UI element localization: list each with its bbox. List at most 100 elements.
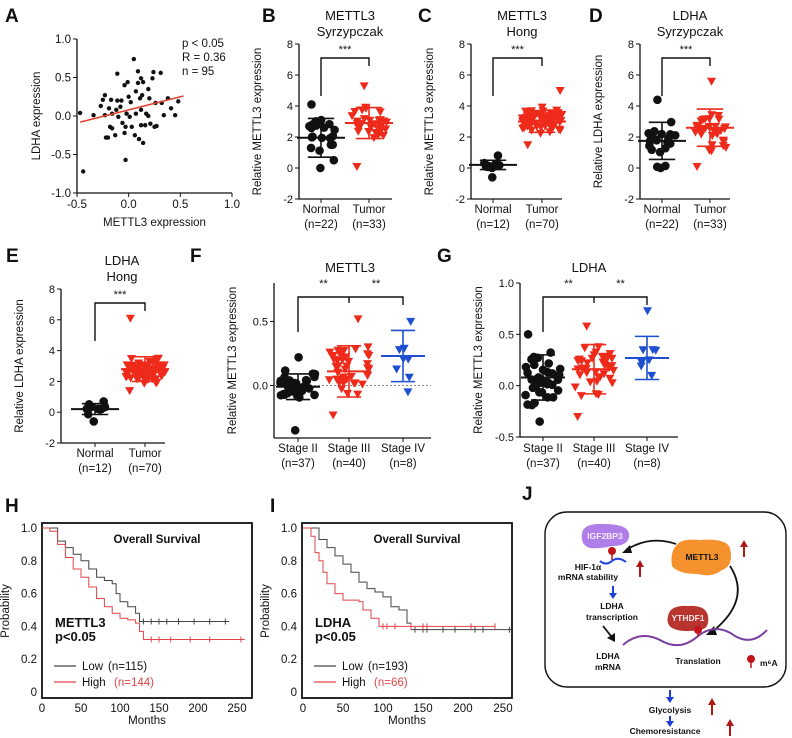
ldha-transcription-line2: transcription <box>586 612 638 622</box>
chart-title: LDHA <box>572 260 607 275</box>
data-point <box>351 345 361 354</box>
data-point <box>147 96 152 101</box>
translation-label: Translation <box>675 656 720 666</box>
data-point <box>98 103 103 109</box>
panel-label-e: E <box>6 246 19 267</box>
panel-label-a: A <box>5 6 19 27</box>
y-tick-label: 0 <box>628 163 634 175</box>
data-point <box>399 344 409 353</box>
data-point <box>648 346 658 355</box>
y-tick-label: 2 <box>287 132 293 144</box>
y-tick-label: -1.0 <box>51 188 71 200</box>
group-n-label: (n=12) <box>78 463 112 475</box>
data-point <box>315 146 324 155</box>
x-category-label: Stage II <box>523 443 563 455</box>
significance-label: ** <box>319 278 328 290</box>
data-point <box>570 383 580 392</box>
x-category-label: Tumor <box>129 448 162 460</box>
data-point <box>324 376 334 385</box>
legend-n-label: (n=115) <box>108 661 147 673</box>
panel-h: H 0 50 100 150 200 250 0 0.2 0.4 0.6 0.8 1.0 Months Pr… <box>0 496 253 727</box>
y-tick-label: 0.0 <box>55 111 71 123</box>
data-point <box>359 82 369 91</box>
group-n-label: (n=70) <box>525 219 559 231</box>
y-tick-label: 4 <box>459 101 465 113</box>
data-point <box>544 359 554 368</box>
data-point <box>328 131 338 141</box>
y-axis-label: LDHA expression <box>31 72 43 161</box>
data-point <box>523 400 532 409</box>
y-axis-label: Probability <box>0 584 12 638</box>
x-tick-label: 0 <box>300 703 306 715</box>
data-point <box>696 130 706 139</box>
panel-label-f: F <box>190 246 202 267</box>
data-point <box>403 388 413 397</box>
arrowhead <box>622 545 632 553</box>
stat-annotation: n = 95 <box>182 66 214 78</box>
data-point <box>140 140 146 146</box>
data-point <box>131 56 137 62</box>
group-n-label: (n=33) <box>693 219 727 231</box>
data-point <box>690 128 700 137</box>
x-category-label: Stage II <box>278 443 318 455</box>
data-point <box>329 355 339 364</box>
data-point <box>126 94 131 99</box>
data-point <box>108 97 114 103</box>
p-value-annotation: p<0.05 <box>315 629 356 644</box>
up-arrow-icon <box>726 719 734 736</box>
x-tick-label: 0.0 <box>121 199 137 211</box>
igf2bp3-label: IGF2BP3 <box>587 531 623 541</box>
data-point <box>533 353 543 363</box>
data-point <box>523 330 533 339</box>
data-point <box>310 372 319 382</box>
panel-g: G LDHA -0.5 0.0 0.5 1.0 Relative METTL3 expres… <box>437 246 678 470</box>
y-tick-label: 0 <box>287 163 293 175</box>
group-n-label: (n=33) <box>352 219 386 231</box>
y-tick-label: 6 <box>49 315 55 327</box>
group-n-label: (n=37) <box>281 458 315 470</box>
data-point <box>353 127 363 136</box>
x-tick-label: 250 <box>493 703 512 715</box>
survival-curve-low <box>42 527 230 622</box>
data-point <box>353 315 363 324</box>
panel-j-diagram: J IGF2BP3 HIF-1α mRNA stability METTL3 L… <box>522 484 787 736</box>
data-point <box>102 93 108 98</box>
data-point <box>599 360 609 369</box>
y-tick-label: -2 <box>45 438 55 450</box>
significance-label: *** <box>114 289 128 301</box>
legend-label: Low <box>342 661 364 673</box>
data-point <box>636 362 646 371</box>
mettl3-protein-icon <box>671 539 731 576</box>
y-tick-label: 1.0 <box>499 278 514 290</box>
data-point <box>151 69 156 75</box>
data-point <box>357 380 367 389</box>
data-point <box>176 99 181 104</box>
data-point <box>670 131 680 140</box>
data-point <box>311 121 321 130</box>
data-point <box>123 157 128 163</box>
data-point <box>647 371 657 380</box>
hif-mrna-icon <box>599 557 627 565</box>
data-point <box>375 108 385 117</box>
panel-label-d: D <box>589 6 603 27</box>
chart-title: METTL3 <box>325 8 375 23</box>
data-point <box>339 347 349 356</box>
m6a-legend-label: m⁶A <box>760 658 778 668</box>
y-tick-label: 8 <box>287 39 293 51</box>
regression-line <box>79 95 184 123</box>
ythdf1-protein-icon <box>667 605 709 632</box>
chart-title: METTL3 <box>497 8 547 23</box>
data-point <box>152 362 162 371</box>
y-tick-label: 0.8 <box>281 556 297 568</box>
y-tick-label: -2 <box>624 194 634 206</box>
x-tick-label: 100 <box>373 703 392 715</box>
data-point <box>582 369 592 378</box>
x-tick-label: 1.0 <box>224 199 240 211</box>
y-tick-label: 6 <box>287 70 293 82</box>
data-point <box>105 135 111 140</box>
y-tick-label: 0.4 <box>281 621 298 633</box>
chart-title: Overall Survival <box>374 534 461 546</box>
data-point <box>306 143 316 153</box>
data-point <box>363 372 373 381</box>
